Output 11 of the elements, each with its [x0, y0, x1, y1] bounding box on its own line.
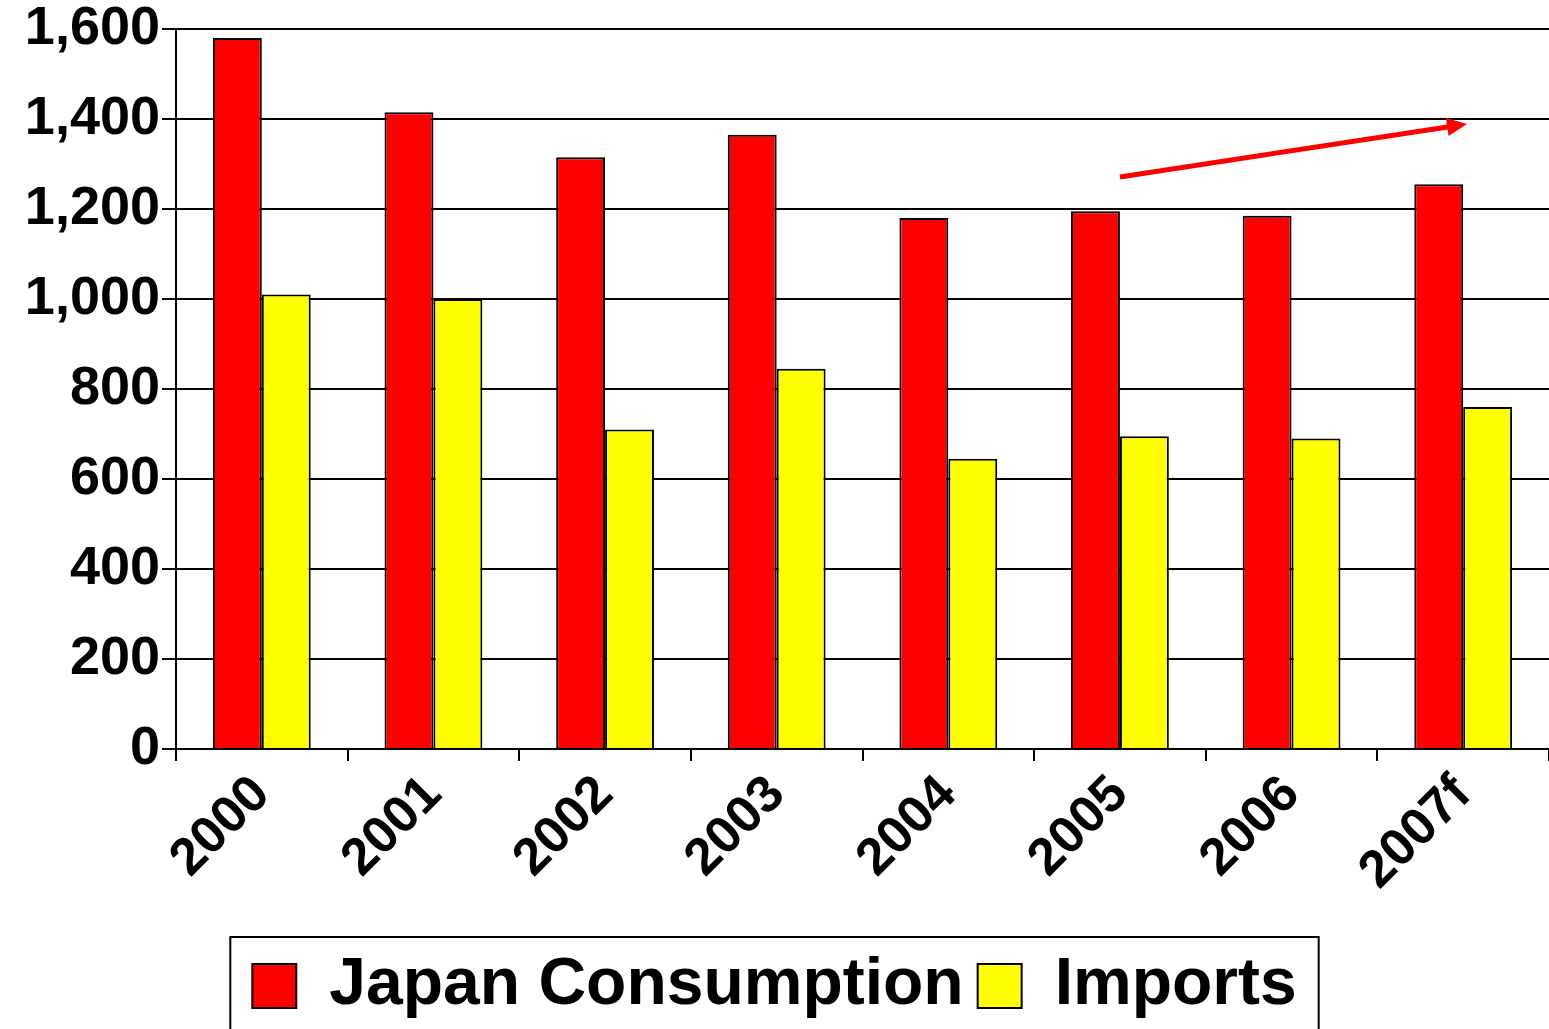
y-tick-label: 400 — [69, 534, 160, 595]
y-tick-label: 1,000 — [24, 264, 160, 325]
y-tick-label: 1,600 — [24, 0, 160, 55]
y-tick-label: 600 — [69, 444, 160, 505]
legend-label: Japan Consumption — [329, 944, 964, 1019]
y-tick-label: 1,200 — [24, 174, 160, 235]
y-tick-label: 0 — [129, 714, 160, 775]
y-tick-label: 200 — [69, 624, 160, 685]
y-tick-label: 800 — [69, 354, 160, 415]
y-tick-label: 1,400 — [24, 84, 160, 145]
legend-label: Imports — [1054, 944, 1297, 1019]
